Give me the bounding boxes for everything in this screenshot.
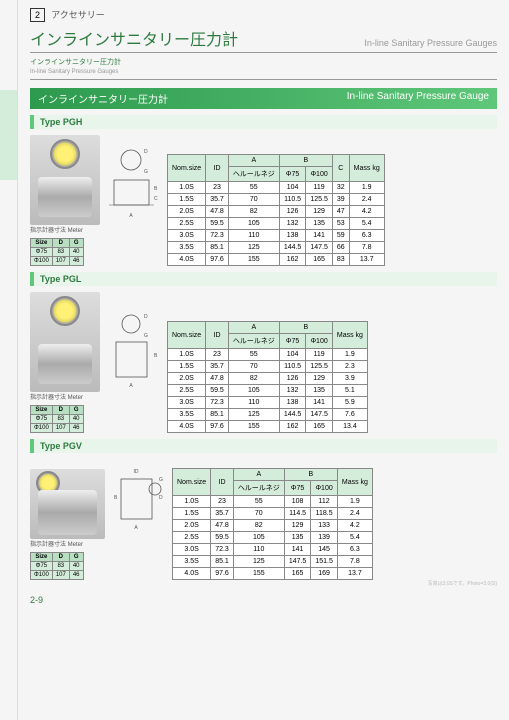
meter-table-pgl: SizeDGΦ758340Φ10010746 [30, 405, 84, 433]
product-photo-pgv [30, 469, 105, 539]
gauge-icon [50, 296, 80, 326]
gauge-icon [50, 139, 80, 169]
svg-text:D: D [144, 149, 148, 155]
meter-caption: 指示計器寸法 Meter [30, 392, 159, 401]
meter-table-pgh: SizeDGΦ758340Φ10010746 [30, 238, 84, 266]
product-photo-pgl [30, 292, 100, 392]
svg-text:A: A [129, 213, 133, 219]
side-tab-active[interactable] [0, 90, 18, 180]
data-table-pgl: Nom.sizeIDABMass kgヘルールネジΦ75Φ1001.0S2355… [167, 321, 368, 433]
diagram-pgl: A B D G [104, 312, 159, 392]
side-tab[interactable] [0, 180, 18, 270]
meter-caption: 指示計器寸法 Meter [30, 539, 164, 548]
type-pgl-label: Type PGL [30, 272, 497, 286]
body-icon [38, 490, 97, 535]
svg-text:B: B [154, 353, 158, 359]
header-num: 2 [30, 8, 45, 22]
svg-text:ID: ID [134, 469, 139, 475]
side-tab[interactable] [0, 360, 18, 450]
svg-text:D: D [159, 495, 163, 501]
section-title-en: In-line Sanitary Pressure Gauge [347, 91, 489, 106]
divider [30, 79, 497, 80]
diagram-pgv: A B ID G D [109, 459, 164, 539]
svg-text:C: C [154, 196, 158, 202]
svg-text:B: B [154, 186, 158, 192]
type-pgh-label: Type PGH [30, 115, 497, 129]
body-icon [38, 344, 92, 384]
meter-table-pgv: SizeDGΦ758340Φ10010746 [30, 552, 84, 580]
product-photo-pgh [30, 135, 100, 225]
section-bar: インラインサニタリー圧力計 In-line Sanitary Pressure … [30, 88, 497, 109]
divider [30, 52, 497, 53]
breadcrumb-jp: インラインサニタリー圧力計 [30, 57, 497, 67]
svg-text:A: A [134, 525, 138, 531]
footnote: 写真は3.0Sです。Photo=3.0(S) [30, 580, 497, 587]
breadcrumb-en: In-line Sanitary Pressure Gauges [30, 69, 497, 75]
side-tab[interactable] [0, 540, 18, 630]
page-number: 2-9 [30, 595, 497, 605]
svg-text:G: G [159, 477, 163, 483]
svg-text:G: G [144, 333, 148, 339]
data-table-pgh: Nom.sizeIDABCMass kgヘルールネジΦ75Φ1001.0S235… [167, 154, 385, 266]
diagram-pgh: A BC D G [104, 145, 159, 225]
data-table-pgv: Nom.sizeIDABMass kgヘルールネジΦ75Φ1001.0S2355… [172, 468, 373, 580]
svg-text:G: G [144, 169, 148, 175]
section-title-jp: インラインサニタリー圧力計 [38, 91, 168, 106]
side-tab[interactable] [0, 630, 18, 720]
side-tabs [0, 0, 18, 720]
header-category: アクセサリー [51, 10, 105, 20]
body-icon [38, 177, 92, 217]
svg-text:D: D [144, 314, 148, 320]
side-tab[interactable] [0, 450, 18, 540]
side-tab[interactable] [0, 0, 18, 90]
type-pgv-label: Type PGV [30, 439, 497, 453]
side-tab[interactable] [0, 270, 18, 360]
svg-text:B: B [114, 495, 118, 501]
svg-text:A: A [129, 383, 133, 389]
header: 2 アクセサリー [30, 8, 497, 22]
meter-caption: 指示計器寸法 Meter [30, 225, 159, 234]
